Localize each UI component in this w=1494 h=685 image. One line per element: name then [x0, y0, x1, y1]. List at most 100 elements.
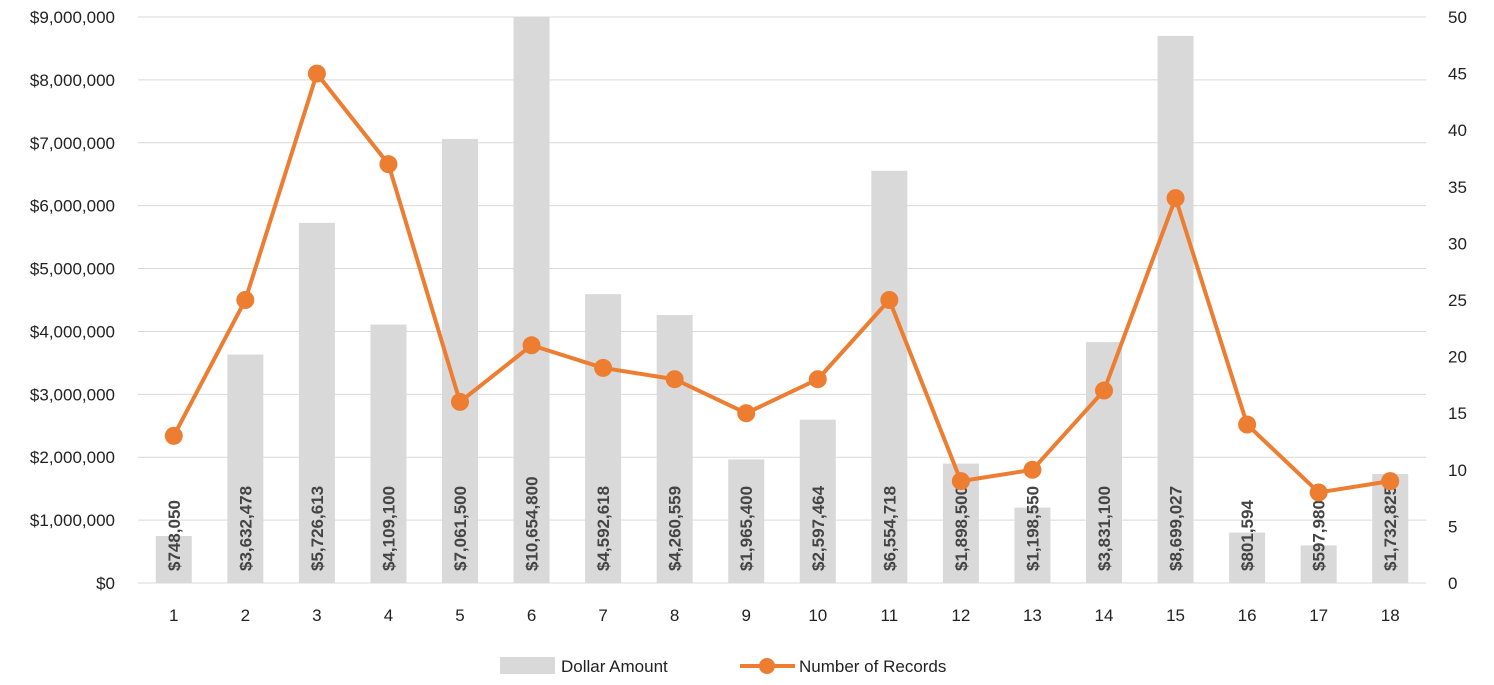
- right-tick-label: 5: [1448, 517, 1457, 536]
- right-tick-label: 40: [1448, 121, 1467, 140]
- bar: [1157, 35, 1194, 583]
- bar: [1014, 507, 1051, 583]
- line-point: [1238, 415, 1257, 434]
- bar: [513, 17, 550, 583]
- right-tick-label: 20: [1448, 348, 1467, 367]
- left-tick-label: $5,000,000: [30, 260, 115, 279]
- line-point: [1166, 189, 1185, 208]
- x-tick-label: 9: [741, 606, 750, 625]
- bar-data-label: $748,050: [165, 500, 184, 571]
- line-point: [880, 291, 899, 309]
- right-tick-label: 50: [1448, 8, 1467, 27]
- bar-data-label: $7,061,500: [451, 486, 470, 571]
- bar-data-label: $801,594: [1238, 500, 1257, 571]
- bar: [155, 535, 192, 583]
- line-point: [451, 392, 469, 411]
- left-tick-label: $3,000,000: [30, 385, 115, 404]
- series-line: [172, 71, 1391, 495]
- left-tick-label: $2,000,000: [30, 448, 115, 467]
- line-series-number-of-records: [164, 64, 1400, 502]
- bar-data-label: $1,898,500: [952, 486, 971, 571]
- bar-data-label: $3,632,478: [236, 486, 255, 571]
- bar-data-label: $4,592,618: [594, 486, 613, 571]
- line-point: [594, 358, 613, 377]
- x-tick-label: 10: [808, 606, 827, 625]
- x-tick-label: 15: [1166, 606, 1185, 625]
- line-point: [737, 404, 756, 423]
- left-tick-label: $4,000,000: [30, 322, 115, 341]
- left-tick-label: $8,000,000: [30, 71, 115, 90]
- line-point: [379, 155, 398, 174]
- x-tick-label: 4: [384, 606, 393, 625]
- bar: [871, 170, 908, 583]
- bar-data-label: $4,109,100: [379, 486, 398, 571]
- line-point: [164, 426, 183, 445]
- line-point: [236, 291, 255, 309]
- left-tick-label: $7,000,000: [30, 134, 115, 153]
- right-y-axis: 0 5 10 15 20 25 30 35 40 45 50: [1448, 8, 1467, 593]
- line-point: [307, 64, 326, 83]
- bar-data-label: $10,654,800: [523, 476, 542, 571]
- x-tick-label: 16: [1238, 606, 1257, 625]
- x-tick-label: 13: [1023, 606, 1042, 625]
- bar: [298, 222, 335, 583]
- line-point: [522, 336, 541, 355]
- bar-data-label: $8,699,027: [1167, 486, 1186, 571]
- bar-data-label: $1,732,825: [1381, 486, 1400, 571]
- line-point: [808, 370, 827, 389]
- right-tick-label: 30: [1448, 234, 1467, 253]
- legend-label-dollar-amount: Dollar Amount: [561, 657, 668, 676]
- bar-series-dollar-amount: [155, 17, 1409, 584]
- bar-data-label: $2,597,464: [809, 485, 828, 571]
- right-tick-label: 25: [1448, 291, 1467, 310]
- bar: [370, 324, 407, 583]
- right-tick-label: 10: [1448, 461, 1467, 480]
- bar-data-label: $4,260,559: [666, 486, 685, 571]
- x-tick-label: 3: [312, 606, 321, 625]
- gridlines: [138, 16, 1426, 521]
- bar: [227, 354, 264, 583]
- left-y-axis: $0 $1,000,000 $2,000,000 $3,000,000 $4,000,0…: [30, 8, 115, 593]
- x-tick-label: 6: [527, 606, 536, 625]
- x-tick-label: 11: [881, 606, 899, 625]
- bar: [1300, 545, 1337, 583]
- x-tick-label: 5: [455, 606, 464, 625]
- bar-data-label: $5,726,613: [308, 486, 327, 571]
- legend-marker-number-of-records: [759, 658, 775, 674]
- x-axis: 1 2 3 4 5 6 7 8 9 10 11 12 13 14 15 16 17 18: [138, 582, 1426, 625]
- bar-data-label: $1,198,550: [1023, 486, 1042, 571]
- left-tick-label: $1,000,000: [30, 511, 115, 530]
- bar: [656, 315, 693, 583]
- line-point: [1381, 472, 1400, 491]
- x-tick-label: 8: [670, 606, 679, 625]
- left-tick-label: $6,000,000: [30, 197, 115, 216]
- left-tick-label: $9,000,000: [30, 8, 115, 27]
- right-tick-label: 45: [1448, 65, 1467, 84]
- bar: [1372, 474, 1409, 583]
- bar-data-label: $3,831,100: [1095, 486, 1114, 571]
- bar: [585, 294, 622, 583]
- bar-data-labels: $748,050 $3,632,478 $5,726,613 $4,109,100 $7…: [165, 476, 1400, 571]
- right-tick-label: 0: [1448, 574, 1457, 593]
- x-tick-label: 14: [1095, 606, 1114, 625]
- right-tick-label: 35: [1448, 178, 1467, 197]
- bar-data-label: $597,980: [1310, 500, 1329, 571]
- right-tick-label: 15: [1448, 404, 1467, 423]
- line-point: [1309, 483, 1328, 502]
- x-tick-label: 17: [1309, 606, 1328, 625]
- x-tick-label: 18: [1381, 606, 1400, 625]
- bar-data-label: $6,554,718: [880, 486, 899, 571]
- legend-label-number-of-records: Number of Records: [799, 657, 946, 676]
- bar: [1229, 532, 1266, 583]
- line-point: [1095, 381, 1113, 400]
- x-tick-label: 1: [169, 606, 178, 625]
- x-tick-label: 2: [241, 606, 250, 625]
- bar: [728, 459, 765, 583]
- line-point: [951, 472, 970, 491]
- left-tick-label: $0: [96, 574, 115, 593]
- line-point: [665, 370, 684, 389]
- legend-swatch-dollar-amount: [500, 657, 555, 674]
- line-point: [1023, 460, 1042, 479]
- bar-data-label: $1,965,400: [737, 486, 756, 571]
- x-tick-label: 12: [951, 606, 970, 625]
